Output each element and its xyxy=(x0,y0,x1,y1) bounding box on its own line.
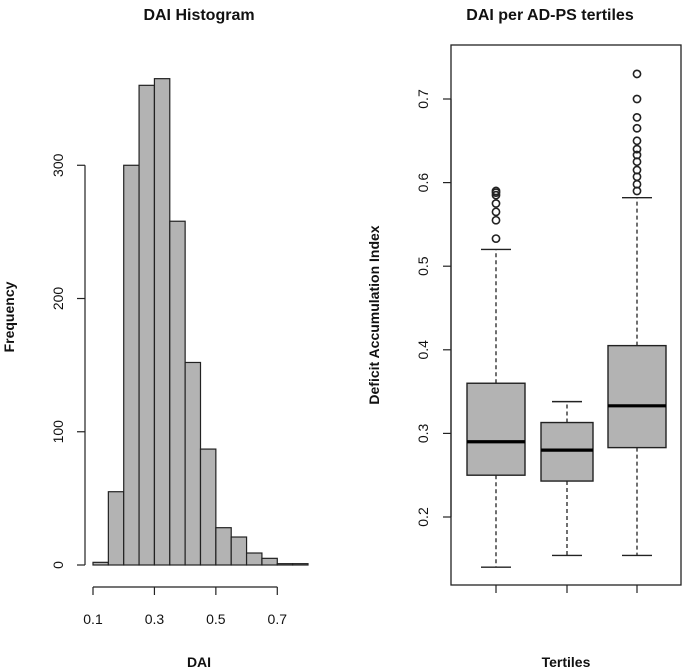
box-outlier-point xyxy=(491,199,501,208)
histogram-xlabel: DAI xyxy=(187,654,211,669)
y-tick-label: 0.5 xyxy=(415,256,431,276)
histogram-bars xyxy=(92,78,309,566)
histogram-title: DAI Histogram xyxy=(143,7,254,24)
boxplot-panel: DAI per AD-PS tertiles Tertiles Deficit … xyxy=(366,7,682,669)
box-outlier-point xyxy=(632,136,642,146)
histogram-bar xyxy=(261,557,278,566)
box-outlier-point xyxy=(632,150,642,160)
histogram-bar xyxy=(215,527,232,566)
y-tick-label: 0.6 xyxy=(415,173,431,193)
box-outlier-point xyxy=(491,215,501,225)
boxplot-groups xyxy=(466,69,667,568)
box-outlier-point xyxy=(491,186,501,196)
histogram-bar xyxy=(138,84,156,566)
box-outlier-point xyxy=(491,207,501,217)
boxplot-frame xyxy=(450,44,682,586)
box-outlier-point xyxy=(632,69,642,79)
boxplot-xlabel: Tertiles xyxy=(542,654,591,669)
x-tick-label: 0.1 xyxy=(83,611,103,627)
histogram-bar xyxy=(107,491,125,566)
y-tick-label: 200 xyxy=(50,287,66,311)
histogram-bar xyxy=(153,78,171,566)
y-tick-label: 100 xyxy=(50,420,66,444)
y-tick-label: 0 xyxy=(50,561,66,569)
y-tick-label: 0.2 xyxy=(415,507,431,527)
boxplot-title: DAI per AD-PS tertiles xyxy=(466,7,634,24)
box-body xyxy=(466,382,526,476)
histogram-bar xyxy=(245,552,263,566)
box-outlier-point xyxy=(632,94,642,104)
x-tick-label: 0.5 xyxy=(206,611,226,627)
box-body xyxy=(540,421,594,482)
histogram-panel: DAI Histogram DAI Frequency 0.1 0.3 0.5 0.7… xyxy=(1,7,309,669)
histogram-ylabel: Frequency xyxy=(1,281,17,352)
histogram-x-axis: 0.1 0.3 0.5 0.7 xyxy=(83,586,288,627)
y-tick-label: 0.3 xyxy=(415,423,431,443)
histogram-bar xyxy=(292,563,309,566)
histogram-bar xyxy=(92,561,109,566)
y-tick-label: 0.4 xyxy=(415,340,431,360)
histogram-bar xyxy=(123,164,140,566)
boxplot-x-ticks xyxy=(495,585,638,593)
histogram-bar xyxy=(230,536,248,566)
histogram-y-axis: 0 100 200 300 xyxy=(50,153,86,569)
boxplot-y-axis: 0.2 0.3 0.4 0.5 0.6 0.7 xyxy=(415,89,452,527)
histogram-bar xyxy=(276,563,294,566)
histogram-bar xyxy=(169,220,186,566)
y-tick-label: 0.7 xyxy=(415,89,431,109)
box-outlier-point xyxy=(632,165,642,175)
x-tick-label: 0.3 xyxy=(145,611,165,627)
y-tick-label: 300 xyxy=(50,153,66,177)
box-outlier-point xyxy=(632,112,642,122)
box-body xyxy=(607,344,667,449)
histogram-bar xyxy=(184,361,202,566)
boxplot-ylabel: Deficit Accumulation Index xyxy=(366,225,382,404)
box-outlier-point xyxy=(632,144,642,154)
x-tick-label: 0.7 xyxy=(268,611,288,627)
box-outlier-point xyxy=(491,234,501,244)
histogram-bar xyxy=(199,448,217,566)
box-outlier-point xyxy=(632,123,642,133)
